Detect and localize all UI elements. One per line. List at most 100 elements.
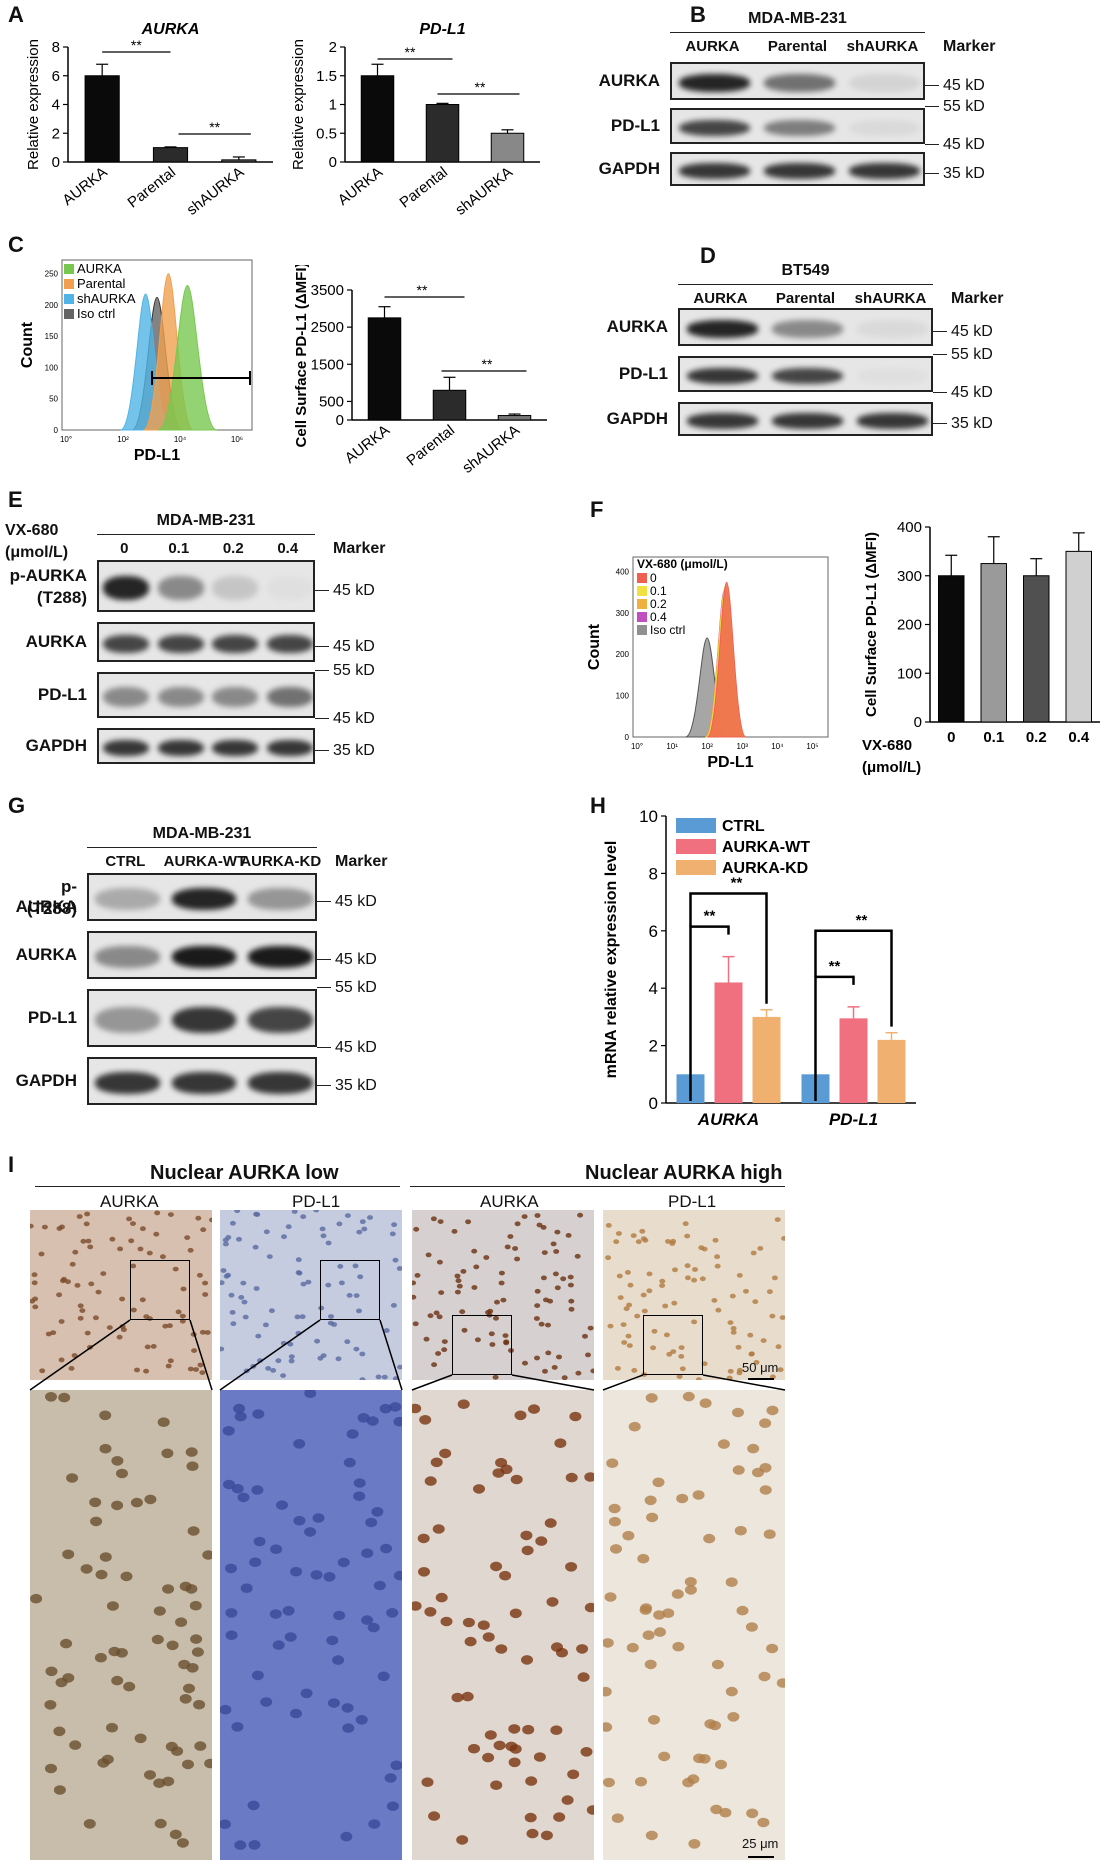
protein-band xyxy=(678,74,751,92)
marker-label: 55 kD xyxy=(933,346,993,364)
legend-swatch xyxy=(637,599,647,609)
y-tick-label: 0 xyxy=(649,1094,658,1113)
marker-header: Marker xyxy=(951,290,1004,307)
zoom-box xyxy=(320,1260,380,1320)
x-tick-label: 10² xyxy=(701,742,713,751)
blot-strip xyxy=(87,1057,317,1105)
protein-band xyxy=(266,576,313,600)
protein-band xyxy=(848,74,921,92)
protein-band xyxy=(686,367,759,385)
treatment-label: VX-680 xyxy=(5,522,59,539)
legend-label: 0.4 xyxy=(650,610,667,624)
y-tick-label: 2 xyxy=(52,125,60,142)
sig-bracket xyxy=(814,975,855,1101)
y-tick-label: 2500 xyxy=(311,319,344,336)
protein-band xyxy=(248,1072,313,1094)
row-label-pd-l1: PD-L1 xyxy=(618,364,668,383)
ihc-col-2: PD-L1 xyxy=(292,1192,341,1211)
row-label-gapdh: GAPDH xyxy=(606,409,668,428)
scale-bar-bottom-label: 25 μm xyxy=(742,1836,779,1851)
marker-header: Marker xyxy=(333,540,386,557)
blot-strip xyxy=(97,672,315,718)
western-blot-b: MDA-MB-231 AURKA Parental shAURKA Marker AURK… xyxy=(590,10,1110,186)
blot-strip xyxy=(678,402,933,436)
protein-band xyxy=(848,119,921,137)
ihc-group-low: Nuclear AURKA low xyxy=(150,1162,339,1184)
x-tick-label: shAURKA xyxy=(452,164,516,219)
lane-label: AURKA-WT xyxy=(163,853,247,870)
protein-band xyxy=(856,367,929,385)
protein-band xyxy=(266,635,313,653)
legend-label: Iso ctrl xyxy=(650,623,685,637)
y-tick-label: 10 xyxy=(639,807,658,826)
panel-label-e: E xyxy=(8,487,23,512)
x-tick-label: 10° xyxy=(631,742,643,751)
protein-band xyxy=(103,576,150,600)
row-label-gapdh: GAPDH xyxy=(15,1071,77,1090)
protein-band xyxy=(212,686,259,708)
protein-band xyxy=(212,739,259,757)
bar xyxy=(360,75,395,163)
x-axis-label: PD-L1 xyxy=(134,447,180,464)
sig-label: ** xyxy=(405,44,416,60)
western-blot-g: MDA-MB-231 CTRL AURKA-WT AURKA-KD Marker p-AU… xyxy=(5,815,475,1133)
panel-label-c: C xyxy=(8,232,24,257)
row-label-p-aurka: p-AURKA xyxy=(9,566,87,585)
scale-bar-top-label: 50 μm xyxy=(742,1360,779,1375)
marker-label: 35 kD xyxy=(315,742,375,760)
panel-label-i: I xyxy=(8,1152,15,1177)
legend-label: shAURKA xyxy=(77,291,136,306)
y-tick-label: 100 xyxy=(616,692,630,701)
zoom-box xyxy=(130,1260,190,1320)
x-axis-label: PD-L1 xyxy=(707,754,753,771)
x-tick-label: 10⁶ xyxy=(231,435,243,444)
panel-label-g: G xyxy=(8,793,26,818)
y-tick-label: 0 xyxy=(54,426,59,435)
scale-bar-bottom xyxy=(748,1856,774,1858)
marker-label: 35 kD xyxy=(933,415,993,433)
y-tick-label: 0 xyxy=(52,154,60,171)
bar xyxy=(1023,575,1050,723)
legend-swatch xyxy=(637,625,647,635)
blot-strip xyxy=(87,931,317,979)
y-axis-label: mRNA relative expression level xyxy=(603,841,620,1079)
row-label-p-aurka: p-AURKA xyxy=(15,877,77,916)
bar xyxy=(497,415,532,421)
y-tick-label: 100 xyxy=(897,665,922,682)
histogram-peak xyxy=(157,284,217,431)
lane-label: 0 xyxy=(120,540,129,557)
cell-line-label: MDA-MB-231 xyxy=(748,10,847,27)
protein-band xyxy=(157,576,204,600)
lane-label: shAURKA xyxy=(846,38,919,55)
protein-band xyxy=(171,888,237,910)
blot-strip xyxy=(678,308,933,346)
row-label-aurka: AURKA xyxy=(25,632,87,651)
x-tick-label: 0 xyxy=(947,729,955,746)
x-axis-unit: (μmol/L) xyxy=(862,759,921,776)
blot-strip xyxy=(87,873,317,921)
bar xyxy=(938,575,965,723)
sig-label: ** xyxy=(829,958,841,975)
protein-band xyxy=(103,739,150,757)
bar xyxy=(84,75,120,163)
row-label-gapdh: GAPDH xyxy=(598,159,660,178)
bar xyxy=(221,159,257,163)
marker-label: 45 kD xyxy=(317,893,377,911)
lane-label: shAURKA xyxy=(854,290,927,307)
protein-band xyxy=(771,413,844,429)
y-tick-label: 200 xyxy=(897,617,922,634)
legend-swatch xyxy=(676,860,716,875)
panel-label-b: B xyxy=(690,2,706,27)
marker-label: 45 kD xyxy=(317,1039,377,1057)
sig-label: ** xyxy=(475,79,486,95)
x-tick-label: 0.1 xyxy=(983,729,1004,746)
panel-label-f: F xyxy=(590,497,604,522)
y-tick-label: 0 xyxy=(625,733,630,742)
y-tick-label: 2 xyxy=(649,1037,658,1056)
protein-band xyxy=(95,1006,160,1034)
sig-label: ** xyxy=(482,356,493,372)
protein-band xyxy=(171,1072,237,1094)
protein-band xyxy=(157,686,204,708)
protein-band xyxy=(763,119,836,137)
western-blot-e: VX-680 (μmol/L) MDA-MB-231 0 0.1 0.2 0.4 Marker… xyxy=(5,500,475,768)
